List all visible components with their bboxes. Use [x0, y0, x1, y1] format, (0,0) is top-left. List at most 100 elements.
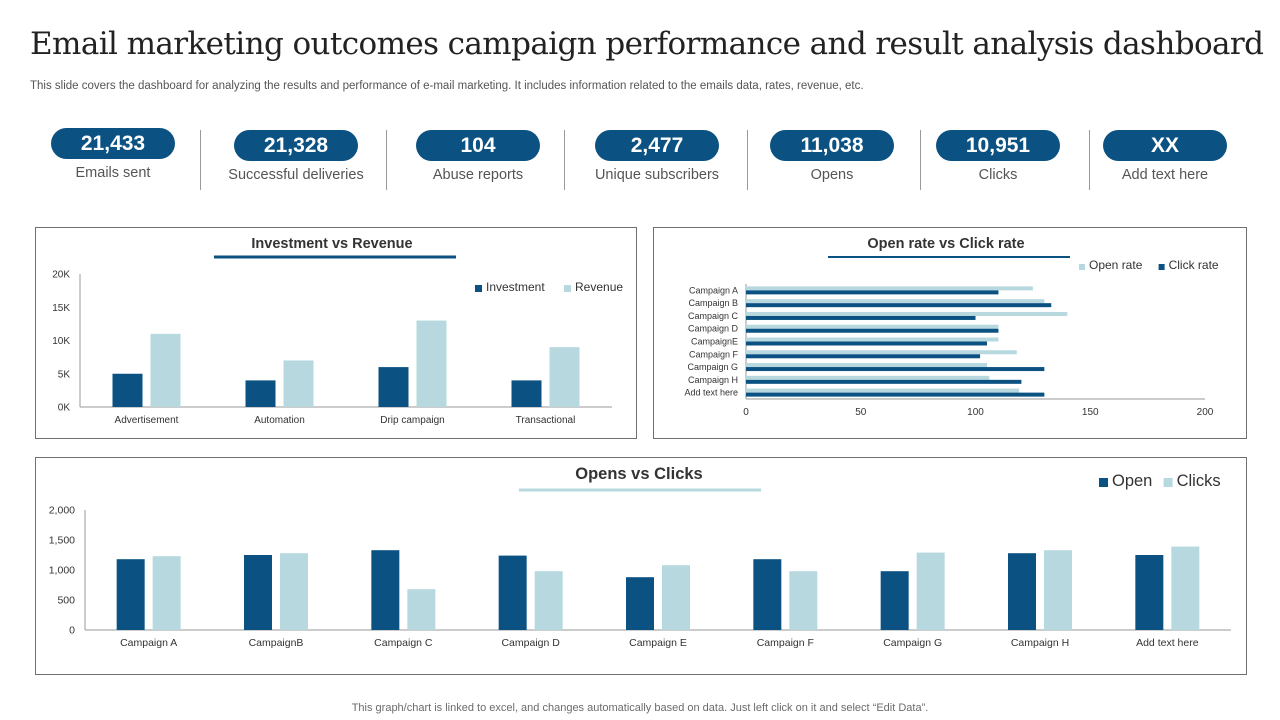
kpi-strip: 21,433 Emails sent 21,328 Successful del…: [30, 128, 1250, 194]
legend-label-open-rate: Open rate: [1089, 258, 1143, 272]
page-title: Email marketing outcomes campaign perfor…: [30, 26, 1264, 62]
kpi-label: Unique subscribers: [594, 167, 720, 183]
kpi-value: 2,477: [595, 130, 719, 161]
bar-open-add-text-here: [1135, 555, 1164, 630]
kpi-divider: [747, 130, 748, 190]
x-tick-label: Transactional: [516, 415, 576, 426]
y-tick-label: Campaign B: [688, 298, 738, 308]
kpi-label: Clicks: [978, 167, 1018, 183]
footer-note: This graph/chart is linked to excel, and…: [351, 702, 929, 714]
bar-revenue-drip-campaign: [416, 320, 447, 407]
bar-investment-advertisement: [112, 373, 143, 407]
x-tick-label: Drip campaign: [380, 415, 444, 426]
kpi-opens: 11,038 Opens: [762, 130, 902, 183]
legend-swatch-clicks: [1163, 478, 1173, 487]
bar-click-rate-campaign-c: [746, 315, 976, 320]
x-tick-label: Add text here: [1136, 637, 1199, 649]
bar-click-rate-campaign-h: [746, 379, 1022, 384]
kpi-label: Abuse reports: [432, 167, 524, 183]
bar-click-rate-campaign-b: [746, 303, 1052, 308]
y-tick-label: 0K: [58, 403, 71, 414]
x-tick-label: Campaign C: [374, 637, 433, 649]
y-tick-label: Campaign G: [687, 362, 738, 372]
opens-clicks-panel: Opens vs Clicks 0 500 1,000 1,500 2,000 Campai…: [35, 457, 1247, 675]
kpi-label: Add text here: [1121, 167, 1209, 183]
bar-open-campaign-g: [880, 571, 909, 630]
y-tick-label: Campaign C: [688, 311, 739, 321]
x-tick-label: 0: [743, 407, 749, 418]
kpi-divider: [564, 130, 565, 190]
bar-revenue-transactional: [549, 347, 580, 407]
open-click-rate-chart: Open rate vs Click rate 0 50 100 150 200 Campa…: [684, 236, 1219, 418]
bar-investment-transactional: [511, 380, 542, 407]
kpi-label: Successful deliveries: [228, 167, 364, 183]
kpi-value: XX: [1103, 130, 1227, 161]
y-tick-label: 2,000: [49, 505, 75, 517]
y-tick-label: 15K: [52, 303, 70, 314]
bar-open-rate-campaign-c: [746, 311, 1068, 316]
y-tick-label: Campaign D: [688, 324, 739, 334]
x-tick-label: 150: [1082, 407, 1099, 418]
bar-open-rate-add-text-here: [746, 388, 1020, 393]
bar-open-rate-campaign-b: [746, 299, 1045, 304]
y-tick-label: Campaign A: [689, 285, 738, 295]
kpi-value: 11,038: [770, 130, 894, 161]
kpi-value: 21,433: [51, 128, 175, 159]
bar-click-rate-campaigne: [746, 341, 987, 346]
opens-clicks-chart: Opens vs Clicks 0 500 1,000 1,500 2,000 Campai…: [49, 465, 1231, 649]
bar-clicks-campaign-f: [789, 571, 818, 630]
bar-click-rate-campaign-d: [746, 328, 999, 333]
legend-label-investment: Investment: [486, 280, 545, 294]
kpi-label: Opens: [810, 167, 854, 183]
y-tick-label: CampaignE: [691, 337, 738, 347]
y-tick-label: 0: [69, 625, 75, 637]
chart-title: Open rate vs Click rate: [867, 236, 1024, 252]
kpi-value: 104: [416, 130, 540, 161]
bar-investment-automation: [245, 380, 276, 407]
bar-open-rate-campaign-d: [746, 324, 999, 329]
x-tick-label: Campaign F: [757, 637, 814, 649]
legend-swatch-open-rate: [1079, 264, 1085, 270]
y-tick-label: 10K: [52, 336, 70, 347]
kpi-add-text: XX Add text here: [1095, 130, 1235, 183]
kpi-divider: [920, 130, 921, 190]
y-tick-label: Campaign H: [688, 375, 738, 385]
kpi-divider: [1089, 130, 1090, 190]
x-tick-label: Campaign D: [501, 637, 560, 649]
kpi-label: Emails sent: [75, 165, 151, 181]
kpi-successful-deliveries: 21,328 Successful deliveries: [226, 130, 366, 183]
legend-label-open: Open: [1112, 472, 1152, 490]
kpi-value: 10,951: [936, 130, 1060, 161]
bar-clicks-campaign-g: [916, 552, 945, 630]
x-tick-label: 100: [967, 407, 984, 418]
kpi-clicks: 10,951 Clicks: [928, 130, 1068, 183]
bar-click-rate-campaign-f: [746, 354, 981, 359]
x-tick-label: Campaign G: [883, 637, 942, 649]
bar-open-campaign-e: [626, 577, 654, 630]
bar-open-rate-campaigne: [746, 337, 999, 342]
x-tick-label: 50: [855, 407, 867, 418]
kpi-divider: [386, 130, 387, 190]
bar-clicks-campaign-h: [1044, 550, 1072, 630]
bar-revenue-advertisement: [150, 333, 181, 407]
bar-open-campaign-c: [371, 550, 400, 630]
bar-click-rate-add-text-here: [746, 392, 1045, 397]
y-tick-label: 5K: [58, 369, 71, 380]
y-tick-label: Campaign F: [689, 349, 739, 359]
kpi-divider: [200, 130, 201, 190]
legend-swatch-click-rate: [1158, 264, 1165, 270]
legend-swatch-open: [1099, 478, 1108, 487]
kpi-unique-subscribers: 2,477 Unique subscribers: [587, 130, 727, 183]
bar-open-campaign-a: [116, 559, 145, 630]
kpi-abuse-reports: 104 Abuse reports: [408, 130, 548, 183]
bar-clicks-campaignb: [280, 553, 308, 630]
legend-label-click-rate: Click rate: [1169, 258, 1219, 272]
bar-investment-drip-campaign: [378, 367, 409, 407]
y-tick-label: 1,000: [49, 565, 75, 577]
investment-revenue-panel: Investment vs Revenue 0K 5K 10K 15K 20K Advert…: [35, 227, 637, 439]
investment-revenue-chart: Investment vs Revenue 0K 5K 10K 15K 20K Advert…: [52, 236, 623, 426]
kpi-value: 21,328: [234, 130, 358, 161]
legend-label-clicks: Clicks: [1177, 472, 1221, 490]
page-subtitle: This slide covers the dashboard for anal…: [30, 80, 864, 92]
bar-open-campaignb: [244, 555, 272, 630]
